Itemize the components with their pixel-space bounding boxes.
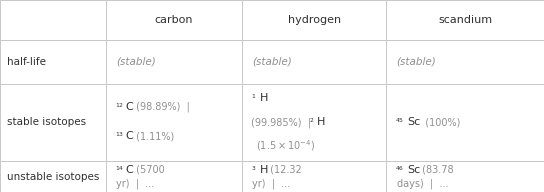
Text: (98.89%)  |: (98.89%) | — [133, 102, 190, 112]
Bar — [106, 40, 242, 84]
Text: $^{45}$: $^{45}$ — [395, 118, 404, 127]
Bar — [242, 161, 386, 192]
Text: C: C — [126, 102, 133, 112]
Text: yr)  |  ...: yr) | ... — [116, 178, 154, 189]
Text: $^{12}$: $^{12}$ — [115, 102, 124, 111]
Bar — [242, 0, 386, 40]
Text: C: C — [126, 165, 133, 175]
Bar — [386, 161, 544, 192]
Text: Sc: Sc — [407, 165, 420, 175]
Text: $^{2}$: $^{2}$ — [309, 118, 314, 127]
Text: (1.11%): (1.11%) — [133, 131, 174, 141]
Bar — [106, 84, 242, 161]
Text: (100%): (100%) — [419, 117, 460, 127]
Text: days)  |  ...: days) | ... — [397, 178, 448, 189]
Text: $^{46}$: $^{46}$ — [395, 165, 404, 174]
Bar — [386, 84, 544, 161]
Bar — [0, 84, 106, 161]
Text: (5700: (5700 — [133, 165, 164, 175]
Bar — [0, 161, 106, 192]
Text: unstable isotopes: unstable isotopes — [7, 172, 99, 182]
Bar — [386, 40, 544, 84]
Text: $(1.5\times10^{-4})$: $(1.5\times10^{-4})$ — [256, 138, 316, 153]
Bar — [386, 0, 544, 40]
Text: carbon: carbon — [155, 15, 193, 25]
Bar — [0, 40, 106, 84]
Text: half-life: half-life — [7, 57, 46, 67]
Text: C: C — [126, 131, 133, 141]
Text: (stable): (stable) — [116, 57, 156, 67]
Text: $^{14}$: $^{14}$ — [115, 165, 124, 174]
Text: H: H — [259, 93, 268, 103]
Text: hydrogen: hydrogen — [288, 15, 341, 25]
Text: H: H — [317, 117, 325, 127]
Text: (12.32: (12.32 — [267, 165, 302, 175]
Text: yr)  |  ...: yr) | ... — [252, 178, 290, 189]
Text: Sc: Sc — [407, 117, 420, 127]
Text: (99.985%)  |: (99.985%) | — [251, 117, 311, 128]
Bar — [106, 0, 242, 40]
Text: scandium: scandium — [438, 15, 492, 25]
Bar — [106, 161, 242, 192]
Text: $^{1}$: $^{1}$ — [251, 93, 256, 102]
Text: stable isotopes: stable isotopes — [7, 117, 85, 127]
Text: (83.78: (83.78 — [419, 165, 454, 175]
Text: $^{3}$: $^{3}$ — [251, 165, 256, 174]
Text: H: H — [259, 165, 268, 175]
Bar — [0, 0, 106, 40]
Text: (stable): (stable) — [252, 57, 292, 67]
Bar — [242, 84, 386, 161]
Text: (stable): (stable) — [396, 57, 436, 67]
Bar — [242, 40, 386, 84]
Text: $^{13}$: $^{13}$ — [115, 132, 124, 141]
